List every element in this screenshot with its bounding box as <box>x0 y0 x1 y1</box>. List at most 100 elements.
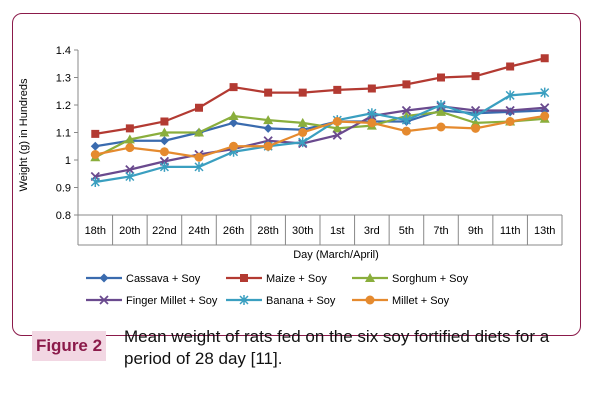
data-point <box>124 134 135 144</box>
data-point <box>263 115 274 125</box>
legend-item: Cassava + Soy <box>86 273 201 285</box>
data-point <box>540 111 550 121</box>
legend-label: Banana + Soy <box>266 295 336 307</box>
data-point <box>332 123 343 133</box>
legend-marker <box>365 273 375 282</box>
data-point <box>505 117 515 126</box>
data-point <box>505 107 515 117</box>
y-axis-label: Weight (g) in Hundreds <box>18 78 30 191</box>
data-point <box>401 115 411 126</box>
data-point <box>90 141 100 151</box>
legend-label: Finger Millet + Soy <box>126 295 218 307</box>
data-point <box>401 105 412 116</box>
y-tick-label: 1.4 <box>56 45 71 57</box>
data-point <box>436 106 446 116</box>
y-axis: 0.8 0.9 1 1.1 1.2 1.3 1.4 <box>56 45 79 222</box>
figure-label: Figure 2 <box>32 331 106 361</box>
legend-label: Sorghum + Soy <box>392 273 469 285</box>
legend-item: Millet + Soy <box>352 295 450 307</box>
data-point <box>264 88 273 97</box>
data-point <box>436 100 446 110</box>
figure-caption: Mean weight of rats fed on the six soy f… <box>124 327 550 368</box>
series-line <box>94 110 545 159</box>
series-layer <box>90 54 550 187</box>
x-axis-label: Day (March/April) <box>293 249 379 261</box>
data-point <box>506 62 515 71</box>
data-point <box>194 161 204 172</box>
line-chart: 0.8 0.9 1 1.1 1.2 1.3 1.4 18th 20th 22nd 24th 26th… <box>18 45 563 307</box>
data-point <box>125 143 135 153</box>
x-tick-label: 5th <box>399 225 414 237</box>
data-point <box>298 137 308 148</box>
data-point <box>90 150 100 159</box>
legend-marker <box>99 295 109 305</box>
data-point <box>505 105 515 116</box>
y-tick-label: 1.3 <box>56 73 71 85</box>
x-tick-label: 3rd <box>364 225 380 237</box>
x-tick-label: 26th <box>223 225 244 237</box>
data-point <box>263 123 273 133</box>
legend-marker <box>365 295 375 305</box>
x-tick-label: 30th <box>292 225 313 237</box>
legend-marker <box>240 274 248 282</box>
data-point <box>229 83 238 92</box>
legend-item: Sorghum + Soy <box>352 273 469 285</box>
data-point <box>159 161 169 172</box>
data-point <box>436 122 446 132</box>
legend-marker <box>239 295 249 305</box>
legend-item: Finger Millet + Soy <box>86 295 218 307</box>
data-point <box>263 141 273 151</box>
series-line <box>95 57 545 135</box>
data-point <box>470 117 481 127</box>
series-banana-soy <box>90 87 550 187</box>
data-point <box>333 85 342 94</box>
data-point <box>159 147 169 157</box>
data-point <box>367 108 377 119</box>
legend: Cassava + Soy Maize + Soy Sorghum + Soy Fin… <box>86 273 469 307</box>
data-point <box>125 124 134 133</box>
x-tick-label: 18th <box>85 225 106 237</box>
y-tick-label: 0.8 <box>56 210 71 222</box>
data-point <box>332 130 342 140</box>
data-point <box>229 118 239 128</box>
data-point <box>159 136 169 146</box>
x-tick-label: 9th <box>468 225 483 237</box>
x-tick-label: 22nd <box>152 225 176 237</box>
data-point <box>194 127 204 137</box>
legend-label: Cassava + Soy <box>126 273 201 285</box>
data-point <box>228 111 239 120</box>
data-point <box>505 90 515 101</box>
data-point <box>90 177 100 187</box>
y-tick-label: 1.1 <box>56 128 71 140</box>
data-point <box>229 141 239 151</box>
data-point <box>367 118 377 128</box>
data-point <box>540 103 550 113</box>
x-tick-label: 24th <box>188 225 209 237</box>
data-point <box>159 127 170 137</box>
series-millet-soy <box>90 111 550 162</box>
data-point <box>332 117 342 126</box>
x-axis: 18th 20th 22nd 24th 26th 28th 30th 1st 3rd 5th 7th… <box>77 214 563 246</box>
x-tick-label: 28th <box>257 225 278 237</box>
data-point <box>471 111 481 121</box>
series-line <box>95 91 545 184</box>
data-point <box>125 171 135 182</box>
x-tick-label: 1st <box>330 225 345 237</box>
data-point <box>367 84 376 93</box>
y-tick-label: 0.9 <box>56 183 71 195</box>
y-tick-label: 1 <box>65 155 71 167</box>
data-point <box>125 164 135 175</box>
x-tick-label: 11th <box>500 225 521 237</box>
data-point <box>195 103 203 112</box>
series-maize-soy <box>91 54 549 138</box>
series-line <box>95 114 545 159</box>
data-point <box>471 72 480 81</box>
data-point <box>194 152 204 162</box>
y-tick-label: 1.2 <box>56 100 71 112</box>
series-line <box>95 105 545 178</box>
legend-item: Banana + Soy <box>226 295 336 307</box>
legend-label: Maize + Soy <box>266 273 327 285</box>
legend-marker <box>99 273 109 283</box>
data-point <box>471 123 481 133</box>
data-point <box>540 87 550 98</box>
